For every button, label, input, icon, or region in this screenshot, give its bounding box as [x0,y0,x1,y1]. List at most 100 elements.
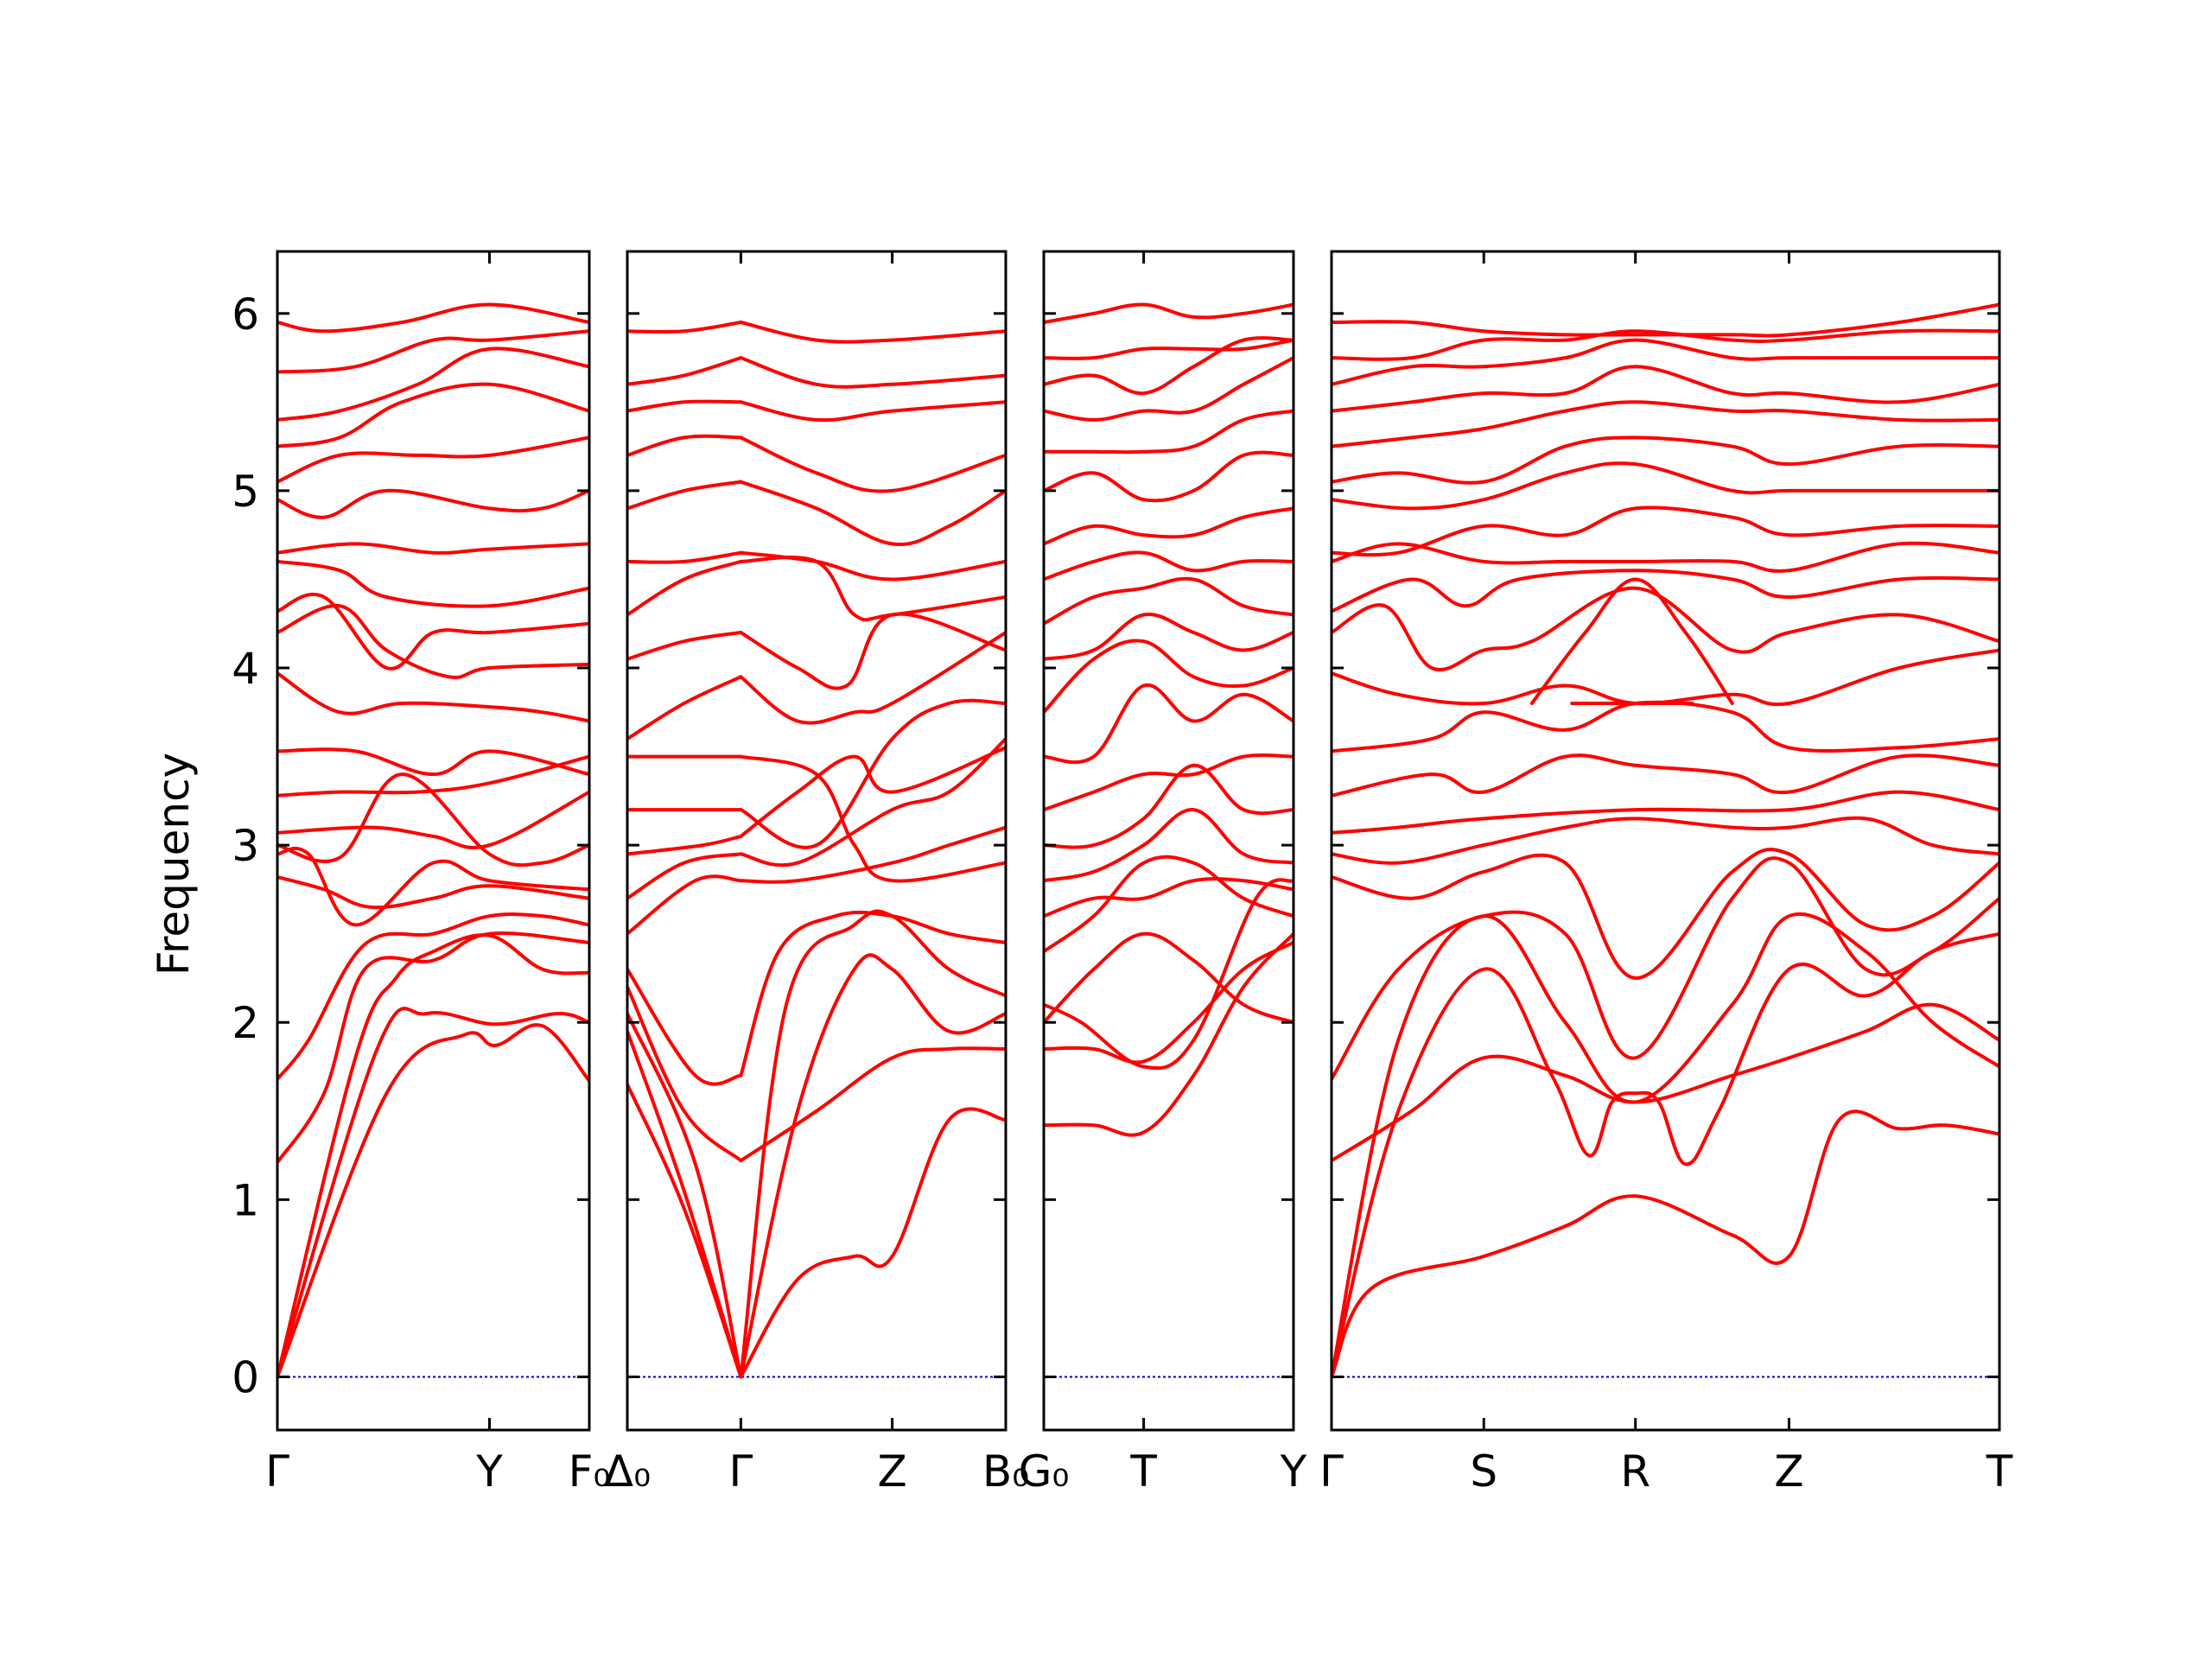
x-tick-label: F₀ [569,1446,611,1497]
band-line [627,834,743,856]
y-tick-label: 2 [232,998,259,1048]
band-line [1332,365,1999,413]
panel-frame [1330,250,2001,1432]
panel-2: Δ₀ Γ Z B₀ [604,250,1029,1497]
band-line [277,747,589,777]
band-line [277,912,589,1081]
band-line [627,852,743,900]
band-line [1332,461,1999,511]
band-line [1044,878,1294,1071]
x-tick-label: Y [1280,1446,1307,1497]
band-line [277,559,589,608]
band-line [627,480,743,511]
band-line [1044,931,1294,1025]
band-line [739,1046,1006,1163]
y-tick-label: 4 [232,644,259,694]
band-line [627,967,743,1086]
band-line [1044,612,1294,661]
band-line [739,550,1006,582]
x-tick-label: T [1986,1446,2013,1497]
band-line [277,790,589,849]
band-line [277,329,589,374]
panel-3: G₀ T Y [1019,250,1307,1497]
band-line [1332,931,1999,1379]
band-line [277,346,589,422]
panel-frame [626,250,1007,1432]
band-line [277,772,589,868]
band-line [277,933,589,1379]
band-group [627,321,1006,1379]
panel-frame [276,250,591,1432]
band-line [739,356,1006,389]
band-line [739,321,1006,344]
band-line [627,321,743,334]
y-tick-label: 0 [232,1352,259,1402]
band-line [1332,1002,1999,1163]
x-tick-label: Y [475,1446,503,1497]
band-line [1332,816,1999,865]
band-line [627,434,743,457]
y-tick-label: 5 [232,467,259,517]
band-line [1044,940,1294,1065]
x-tick-label: T [1129,1446,1157,1497]
band-line [739,435,1006,493]
band-line [1044,683,1294,765]
x-tick-label: Γ [728,1446,753,1497]
band-line [277,604,589,680]
band-line [627,631,743,661]
band-line [1044,855,1294,954]
x-tick-label: Γ [265,1446,289,1497]
band-line [739,909,1006,1379]
band-line [1044,409,1294,454]
x-tick-label: R [1620,1446,1650,1497]
band-line [1044,763,1294,849]
band-line [277,1007,589,1379]
band-line [739,953,1006,1379]
band-line [627,356,743,386]
x-tick-label: S [1470,1446,1497,1497]
band-line [1332,753,1999,798]
band-line [277,488,589,519]
x-tick-label: B₀ [982,1446,1029,1497]
x-tick-label: Z [877,1446,906,1497]
band-line [1332,790,1999,835]
band-line [739,910,1006,1077]
band-line [1332,541,1999,573]
band-line [1332,569,1999,613]
x-tick-label: Δ₀ [604,1446,651,1497]
band-line [1332,1109,1999,1379]
band-line [1044,753,1294,812]
band-line [627,675,743,741]
band-line [739,825,1006,884]
band-line [739,698,1006,849]
band-line [1332,400,1999,448]
band-line [627,985,743,1163]
band-line [1044,450,1294,503]
band-line [627,550,743,564]
band-line [277,382,589,448]
band-line [739,1107,1006,1379]
y-tick-label: 6 [232,289,259,340]
band-line [739,480,1006,547]
band-line [1044,302,1294,324]
panel-frame [1042,250,1295,1432]
band-line [627,874,743,936]
band-line [1044,576,1294,626]
x-tick-label: Γ [1319,1446,1344,1497]
band-line [277,671,589,723]
band-line [277,1023,589,1379]
band-line [1332,302,1999,338]
band-line [1044,877,1294,918]
band-line [1044,808,1294,883]
band-line [1529,577,1734,705]
band-line [1044,336,1294,396]
band-line [1044,550,1294,582]
band-line [627,399,743,413]
panel-1: Γ Y F₀ [265,250,611,1497]
band-line [1332,505,1999,557]
x-tick-label: G₀ [1019,1446,1070,1497]
band-line [1332,338,1999,386]
